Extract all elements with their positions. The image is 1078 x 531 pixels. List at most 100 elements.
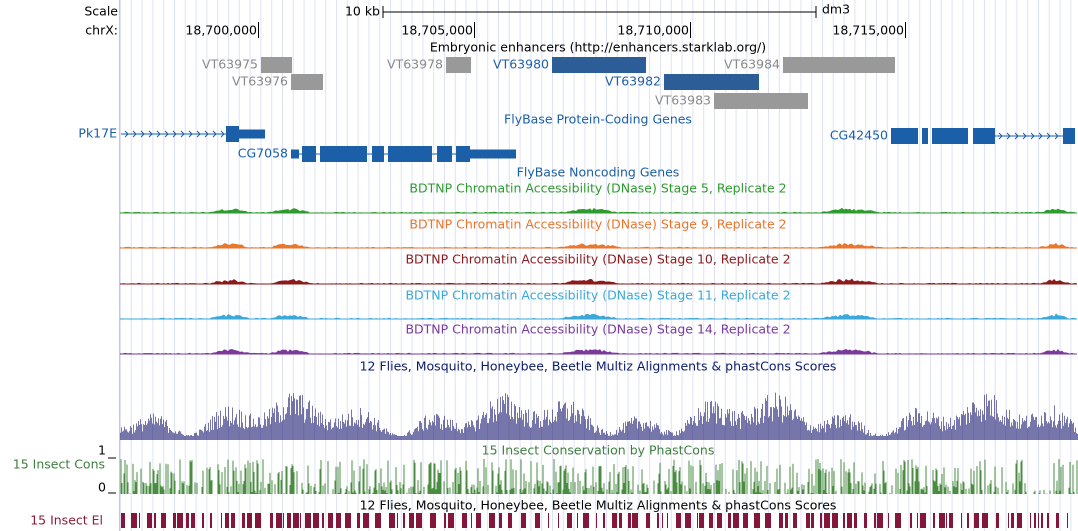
conserved-element xyxy=(697,513,698,528)
tracks: 18,700,000 18,705,000 18,710,000 18,715,000… xyxy=(13,22,1078,528)
chrom-label: chrX: xyxy=(85,23,118,38)
phastcons-signal xyxy=(120,459,1078,494)
conserved-element xyxy=(820,513,822,528)
track-title: BDTNP Chromatin Accessibility (DNase) St… xyxy=(405,252,790,267)
conserved-element xyxy=(403,513,405,528)
strand-arrow xyxy=(188,130,193,138)
conserved-element xyxy=(521,513,526,528)
conserved-element xyxy=(946,513,947,528)
exon xyxy=(291,149,299,159)
dnase-signal xyxy=(120,313,1077,319)
conserved-element xyxy=(202,513,204,528)
strand-arrow xyxy=(172,130,177,138)
exon xyxy=(932,128,968,144)
exon xyxy=(226,126,239,142)
conserved-element xyxy=(397,513,398,528)
conserved-element xyxy=(161,513,166,528)
conserved-element xyxy=(974,513,979,528)
conserved-element xyxy=(939,513,945,528)
conserved-element xyxy=(139,513,140,528)
axis-label: 1 xyxy=(98,443,106,458)
gene-label: CG7058 xyxy=(238,146,288,161)
enhancer-label: VT63976 xyxy=(232,74,288,89)
conserved-element xyxy=(225,513,229,528)
side-label: 15 Insect Cons xyxy=(13,457,105,472)
ruler-position: 18,715,000 xyxy=(832,23,904,38)
conserved-element xyxy=(221,513,222,528)
strand-arrow xyxy=(998,132,1003,140)
exon xyxy=(1063,128,1075,144)
dnase-signal xyxy=(120,278,1077,284)
conserved-element xyxy=(313,513,319,528)
enhancer-box xyxy=(446,57,471,73)
conserved-element xyxy=(448,513,454,528)
conserved-element xyxy=(1038,513,1039,528)
conserved-element xyxy=(864,513,867,528)
conserved-element xyxy=(1008,513,1009,528)
conserved-element xyxy=(210,513,212,528)
conserved-element xyxy=(247,513,252,528)
conserved-element xyxy=(1047,513,1049,528)
scale-label: Scale xyxy=(84,4,118,19)
strand-arrow xyxy=(148,130,153,138)
track-title: Embryonic enhancers (http://enhancers.st… xyxy=(430,40,766,55)
conserved-element xyxy=(345,513,351,528)
track-title: 12 Flies, Mosquito, Honeybee, Beetle Mul… xyxy=(360,498,837,513)
dnase-signal xyxy=(120,242,1077,248)
exon xyxy=(470,149,516,159)
track-title: BDTNP Chromatin Accessibility (DNase) St… xyxy=(405,322,790,337)
strand-arrow xyxy=(1046,132,1051,140)
conserved-element xyxy=(832,513,838,528)
conserved-element xyxy=(186,513,189,528)
exon xyxy=(437,146,452,162)
conserved-element xyxy=(628,513,631,528)
conserved-element xyxy=(765,513,771,528)
exon xyxy=(239,129,265,139)
enhancer-box xyxy=(291,74,323,90)
conserved-element xyxy=(173,513,176,528)
conserved-element xyxy=(910,513,912,528)
multiz-signal xyxy=(120,392,1078,440)
conserved-element xyxy=(548,513,549,528)
conserved-element xyxy=(685,513,691,528)
track-title: 15 Insect Conservation by PhastCons xyxy=(482,443,715,458)
conserved-element xyxy=(287,513,291,528)
conserved-element xyxy=(471,513,472,528)
dnase-signal xyxy=(120,207,1077,213)
conserved-element xyxy=(1030,513,1031,528)
conserved-element xyxy=(583,513,589,528)
enhancer-label: VT63975 xyxy=(202,57,258,72)
strand-arrow xyxy=(204,130,209,138)
conserved-element xyxy=(779,513,783,528)
conserved-element xyxy=(824,513,830,528)
conserved-element xyxy=(416,513,422,528)
conserved-element xyxy=(489,513,495,528)
conserved-element xyxy=(300,513,301,528)
ruler-position: 18,710,000 xyxy=(617,23,689,38)
strand-arrow xyxy=(1014,132,1019,140)
conserved-element xyxy=(709,513,713,528)
conserved-element xyxy=(1034,513,1036,528)
conserved-element xyxy=(375,513,381,528)
conserved-element xyxy=(1041,513,1043,528)
conserved-element xyxy=(676,513,681,528)
conserved-element xyxy=(632,513,638,528)
conserved-element xyxy=(933,513,935,528)
exon xyxy=(388,146,432,162)
conserved-element xyxy=(806,513,810,528)
conserved-element xyxy=(961,513,962,528)
conserved-element xyxy=(996,513,999,528)
enhancer-box xyxy=(261,57,292,73)
conserved-element xyxy=(982,513,988,528)
exon xyxy=(320,146,367,162)
conserved-element xyxy=(508,513,512,528)
conserved-element xyxy=(154,513,156,528)
conserved-element xyxy=(619,513,622,528)
conserved-element xyxy=(843,513,845,528)
conserved-element xyxy=(657,513,659,528)
conserved-element xyxy=(462,513,467,528)
ruler-position: 18,705,000 xyxy=(401,23,473,38)
conserved-element xyxy=(874,513,876,528)
track-title: FlyBase Protein-Coding Genes xyxy=(504,112,692,127)
conserved-element xyxy=(895,513,901,528)
